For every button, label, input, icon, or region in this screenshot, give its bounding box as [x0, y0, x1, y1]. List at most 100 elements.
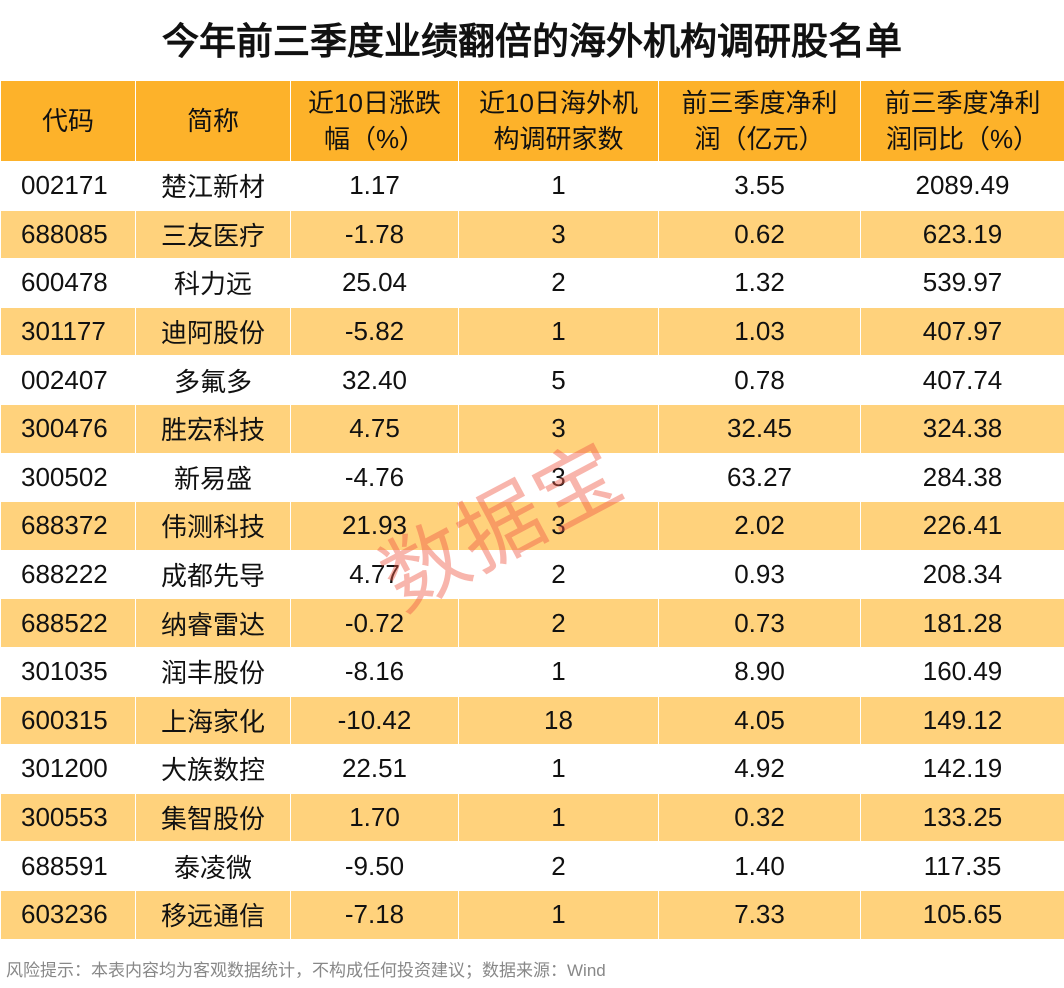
name-cell: 泰凌微	[135, 841, 291, 891]
name-cell: 迪阿股份	[135, 306, 291, 357]
table-row: 300553 集智股份 1.70 1 0.32 133.25	[0, 792, 1064, 843]
yoy-cell: 149.12	[860, 695, 1064, 746]
code-cell: 300502	[0, 452, 136, 503]
net-profit-cell: 4.92	[658, 744, 861, 794]
yoy-cell: 226.41	[860, 501, 1064, 551]
name-cell: 楚江新材	[135, 161, 291, 211]
yoy-cell: 117.35	[860, 841, 1064, 891]
table-row: 688372 伟测科技 21.93 3 2.02 226.41	[0, 501, 1064, 551]
code-cell: 301200	[0, 744, 136, 794]
change-cell: 4.75	[290, 403, 459, 454]
institution-count-cell: 1	[458, 792, 659, 843]
name-cell: 三友医疗	[135, 209, 291, 260]
net-profit-cell: 32.45	[658, 403, 861, 454]
table-row: 301177 迪阿股份 -5.82 1 1.03 407.97	[0, 306, 1064, 357]
table-row: 300476 胜宏科技 4.75 3 32.45 324.38	[0, 403, 1064, 454]
change-cell: 22.51	[290, 744, 459, 794]
change-cell: -9.50	[290, 841, 459, 891]
change-cell: 1.17	[290, 161, 459, 211]
net-profit-cell: 7.33	[658, 889, 861, 940]
change-cell: 1.70	[290, 792, 459, 843]
net-profit-cell: 0.78	[658, 355, 861, 405]
net-profit-cell: 3.55	[658, 161, 861, 211]
code-cell: 600478	[0, 258, 136, 308]
stock-table: 代码 简称 近10日涨跌幅（%） 近10日海外机构调研家数 前三季度净利润（亿元） 前三季…	[0, 80, 1064, 940]
change-cell: 21.93	[290, 501, 459, 551]
change-cell: -10.42	[290, 695, 459, 746]
name-cell: 上海家化	[135, 695, 291, 746]
table-row: 688222 成都先导 4.77 2 0.93 208.34	[0, 549, 1064, 600]
net-profit-cell: 1.03	[658, 306, 861, 357]
change-cell: -8.16	[290, 646, 459, 697]
net-profit-cell: 63.27	[658, 452, 861, 503]
header-row: 代码 简称 近10日涨跌幅（%） 近10日海外机构调研家数 前三季度净利润（亿元） 前三季…	[0, 80, 1064, 162]
institution-count-cell: 3	[458, 501, 659, 551]
net-profit-cell: 0.62	[658, 209, 861, 260]
yoy-cell: 623.19	[860, 209, 1064, 260]
code-cell: 688522	[0, 598, 136, 648]
column-header: 前三季度净利润（亿元）	[658, 80, 861, 162]
code-cell: 688591	[0, 841, 136, 891]
name-cell: 伟测科技	[135, 501, 291, 551]
institution-count-cell: 1	[458, 744, 659, 794]
table-row: 688591 泰凌微 -9.50 2 1.40 117.35	[0, 841, 1064, 891]
column-header: 近10日海外机构调研家数	[458, 80, 659, 162]
column-header: 近10日涨跌幅（%）	[290, 80, 459, 162]
column-header: 代码	[0, 80, 136, 162]
yoy-cell: 2089.49	[860, 161, 1064, 211]
yoy-cell: 539.97	[860, 258, 1064, 308]
name-cell: 多氟多	[135, 355, 291, 405]
name-cell: 润丰股份	[135, 646, 291, 697]
code-cell: 002171	[0, 161, 136, 211]
table-row: 002407 多氟多 32.40 5 0.78 407.74	[0, 355, 1064, 405]
code-cell: 301035	[0, 646, 136, 697]
net-profit-cell: 4.05	[658, 695, 861, 746]
column-header: 简称	[135, 80, 291, 162]
yoy-cell: 284.38	[860, 452, 1064, 503]
net-profit-cell: 1.32	[658, 258, 861, 308]
institution-count-cell: 2	[458, 258, 659, 308]
table-row: 002171 楚江新材 1.17 1 3.55 2089.49	[0, 161, 1064, 211]
code-cell: 301177	[0, 306, 136, 357]
institution-count-cell: 5	[458, 355, 659, 405]
net-profit-cell: 2.02	[658, 501, 861, 551]
name-cell: 移远通信	[135, 889, 291, 940]
table-row: 600315 上海家化 -10.42 18 4.05 149.12	[0, 695, 1064, 746]
yoy-cell: 160.49	[860, 646, 1064, 697]
code-cell: 688372	[0, 501, 136, 551]
institution-count-cell: 1	[458, 646, 659, 697]
institution-count-cell: 3	[458, 209, 659, 260]
change-cell: -1.78	[290, 209, 459, 260]
name-cell: 科力远	[135, 258, 291, 308]
column-header: 前三季度净利润同比（%）	[860, 80, 1064, 162]
table-row: 300502 新易盛 -4.76 3 63.27 284.38	[0, 452, 1064, 503]
code-cell: 603236	[0, 889, 136, 940]
institution-count-cell: 1	[458, 889, 659, 940]
code-cell: 300553	[0, 792, 136, 843]
code-cell: 300476	[0, 403, 136, 454]
code-cell: 002407	[0, 355, 136, 405]
table-row: 301035 润丰股份 -8.16 1 8.90 160.49	[0, 646, 1064, 697]
institution-count-cell: 18	[458, 695, 659, 746]
institution-count-cell: 1	[458, 306, 659, 357]
table-title: 今年前三季度业绩翻倍的海外机构调研股名单	[162, 21, 902, 62]
code-cell: 600315	[0, 695, 136, 746]
yoy-cell: 133.25	[860, 792, 1064, 843]
code-cell: 688085	[0, 209, 136, 260]
yoy-cell: 181.28	[860, 598, 1064, 648]
footer-note: 风险提示：本表内容均为客观数据统计，不构成任何投资建议；数据来源：Wind	[6, 961, 606, 980]
table-row: 688085 三友医疗 -1.78 3 0.62 623.19	[0, 209, 1064, 260]
institution-count-cell: 2	[458, 598, 659, 648]
change-cell: 32.40	[290, 355, 459, 405]
change-cell: 4.77	[290, 549, 459, 600]
net-profit-cell: 0.32	[658, 792, 861, 843]
change-cell: 25.04	[290, 258, 459, 308]
change-cell: -5.82	[290, 306, 459, 357]
name-cell: 大族数控	[135, 744, 291, 794]
table-row: 603236 移远通信 -7.18 1 7.33 105.65	[0, 889, 1064, 940]
change-cell: -0.72	[290, 598, 459, 648]
net-profit-cell: 0.73	[658, 598, 861, 648]
institution-count-cell: 2	[458, 549, 659, 600]
name-cell: 集智股份	[135, 792, 291, 843]
